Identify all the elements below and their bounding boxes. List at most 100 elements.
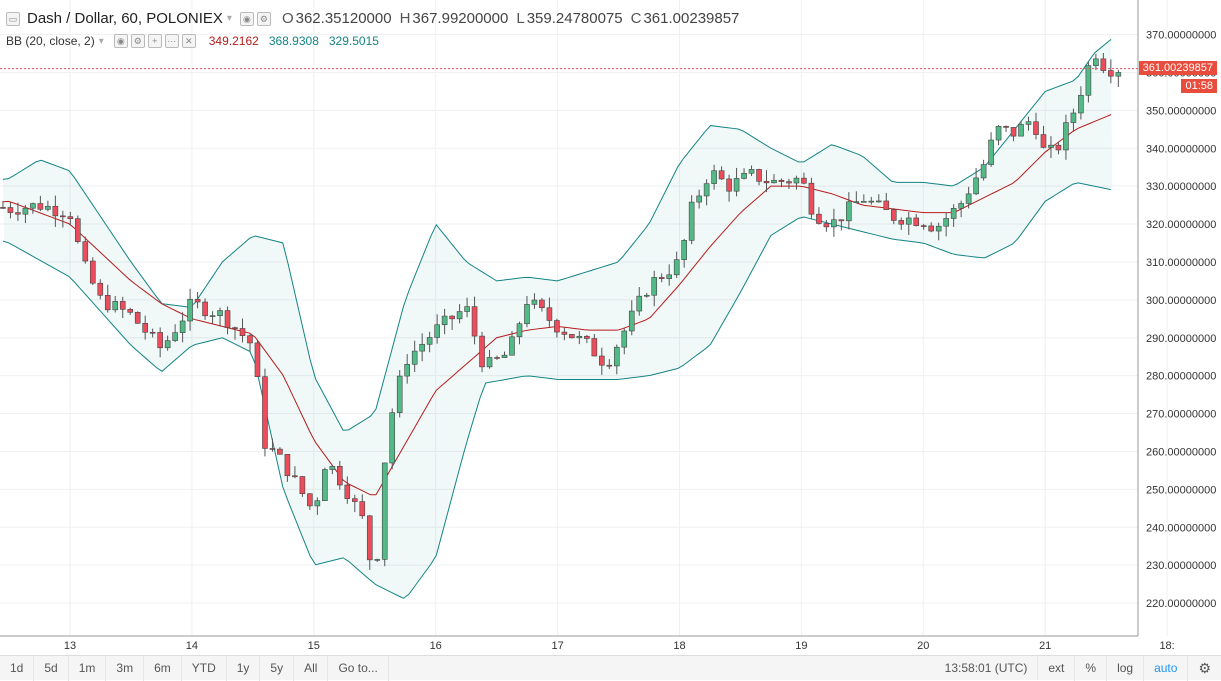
candle-body: [0, 207, 6, 209]
range-1m[interactable]: 1m: [69, 655, 107, 681]
candle-body: [389, 412, 396, 464]
candle-body: [943, 218, 949, 227]
range-ytd[interactable]: YTD: [182, 655, 227, 681]
y-tick-label: 240.00000000: [1146, 522, 1216, 534]
range-6m[interactable]: 6m: [144, 655, 182, 681]
open-value: 362.35120000: [295, 10, 392, 27]
candle-body: [883, 200, 890, 210]
settings-icon[interactable]: ⚙: [256, 11, 271, 26]
candle-body: [426, 337, 433, 345]
bb-band-fill: [2, 39, 1113, 599]
candle-body: [658, 277, 665, 279]
range-1d[interactable]: 1d: [0, 655, 35, 681]
price-chart[interactable]: 220.00000000 230.00000000 240.00000000 250.…: [0, 0, 1221, 655]
x-tick-label: 17: [551, 640, 563, 652]
y-tick-label: 370.00000000: [1146, 30, 1216, 42]
symbol-dropdown-icon[interactable]: ▾: [226, 13, 232, 24]
candle-body: [351, 498, 358, 502]
candle-body: [179, 320, 186, 333]
candle-body: [37, 203, 44, 210]
candle-body: [898, 220, 905, 225]
candle-body: [718, 170, 725, 180]
candle-body: [1115, 72, 1122, 77]
y-tick-label: 280.00000000: [1146, 371, 1216, 383]
close-label: C: [630, 10, 642, 27]
candle-body: [711, 170, 717, 184]
candle-body: [995, 125, 1002, 141]
candle-body: [636, 295, 643, 312]
gear-icon[interactable]: ⚙: [1198, 659, 1211, 676]
x-tick-label: 19: [795, 640, 807, 652]
candle-body: [1063, 122, 1069, 151]
candle-body: [831, 219, 837, 228]
eye-icon[interactable]: ◉: [113, 34, 128, 48]
candle-body: [958, 203, 964, 209]
y-tick-label: 350.00000000: [1146, 105, 1216, 117]
bb-basis-value: 349.2162: [208, 34, 259, 48]
candle-body: [299, 476, 306, 495]
collapse-icon[interactable]: ▭: [6, 11, 20, 26]
candle-body: [381, 462, 388, 560]
candle-body: [748, 169, 755, 174]
candle-body: [97, 282, 104, 296]
candle-body: [576, 335, 583, 339]
eye-icon[interactable]: ◉: [239, 11, 254, 26]
y-tick-label: 290.00000000: [1146, 333, 1216, 345]
candle-body: [232, 327, 238, 329]
candle-body: [561, 331, 568, 335]
bb-legend: BB (20, close, 2) ▾ ◉ ⚙ + ⋯ ✕ 349.2162 3…: [6, 34, 379, 48]
candle-body: [45, 205, 51, 210]
symbol-title[interactable]: Dash / Dollar, 60, POLONIEX: [27, 10, 223, 27]
candle-body: [1010, 127, 1017, 137]
goto-button[interactable]: Go to...: [328, 655, 389, 681]
settings-icon[interactable]: ⚙: [130, 34, 145, 48]
candle-body: [965, 193, 972, 204]
candle-body: [539, 299, 545, 309]
plus-icon[interactable]: +: [147, 34, 162, 48]
candle-body: [194, 298, 201, 303]
candle-body: [741, 172, 747, 179]
ext-toggle[interactable]: ext: [1038, 655, 1076, 681]
symbol-legend: ▭ Dash / Dollar, 60, POLONIEX ▾ ◉ ⚙ O 36…: [6, 10, 739, 27]
candle-body: [127, 309, 134, 313]
candle-body: [202, 301, 208, 317]
candle-body: [621, 330, 628, 348]
close-icon[interactable]: ✕: [181, 34, 196, 48]
range-all[interactable]: All: [294, 655, 329, 681]
high-label: H: [399, 10, 411, 27]
bb-lower-value: 329.5015: [328, 34, 379, 48]
candle-body: [269, 448, 276, 450]
auto-toggle[interactable]: auto: [1144, 655, 1189, 681]
candle-body: [67, 216, 74, 220]
candle-body: [861, 201, 867, 203]
candle-body: [314, 500, 321, 507]
y-tick-label: 250.00000000: [1146, 484, 1216, 496]
y-tick-label: 220.00000000: [1146, 598, 1216, 610]
candle-body: [329, 466, 336, 470]
clock-time[interactable]: 13:58:01 (UTC): [935, 656, 1039, 680]
log-toggle[interactable]: log: [1107, 655, 1145, 681]
candle-body: [703, 183, 710, 197]
high-value: 367.99200000: [412, 10, 509, 27]
y-tick-label: 310.00000000: [1146, 257, 1216, 269]
range-5y[interactable]: 5y: [260, 655, 295, 681]
candle-body: [928, 225, 934, 232]
chart-canvas[interactable]: 220.00000000 230.00000000 240.00000000 250.…: [0, 0, 1221, 655]
candle-body: [920, 225, 927, 227]
candle-body: [853, 201, 860, 203]
range-1y[interactable]: 1y: [227, 655, 261, 681]
candle-body: [516, 323, 523, 338]
candle-body: [591, 338, 598, 357]
candle-body: [763, 181, 770, 184]
candle-body: [554, 320, 560, 333]
candle-body: [868, 200, 875, 203]
range-3m[interactable]: 3m: [106, 655, 145, 681]
bb-dropdown-icon[interactable]: ▾: [98, 35, 104, 47]
candle-body: [846, 201, 852, 222]
more-icon[interactable]: ⋯: [164, 34, 179, 48]
percent-toggle[interactable]: %: [1075, 655, 1108, 681]
candle-body: [337, 466, 343, 486]
bb-title[interactable]: BB (20, close, 2): [6, 34, 95, 48]
range-5d[interactable]: 5d: [34, 655, 69, 681]
x-tick-label: 15: [308, 640, 320, 652]
